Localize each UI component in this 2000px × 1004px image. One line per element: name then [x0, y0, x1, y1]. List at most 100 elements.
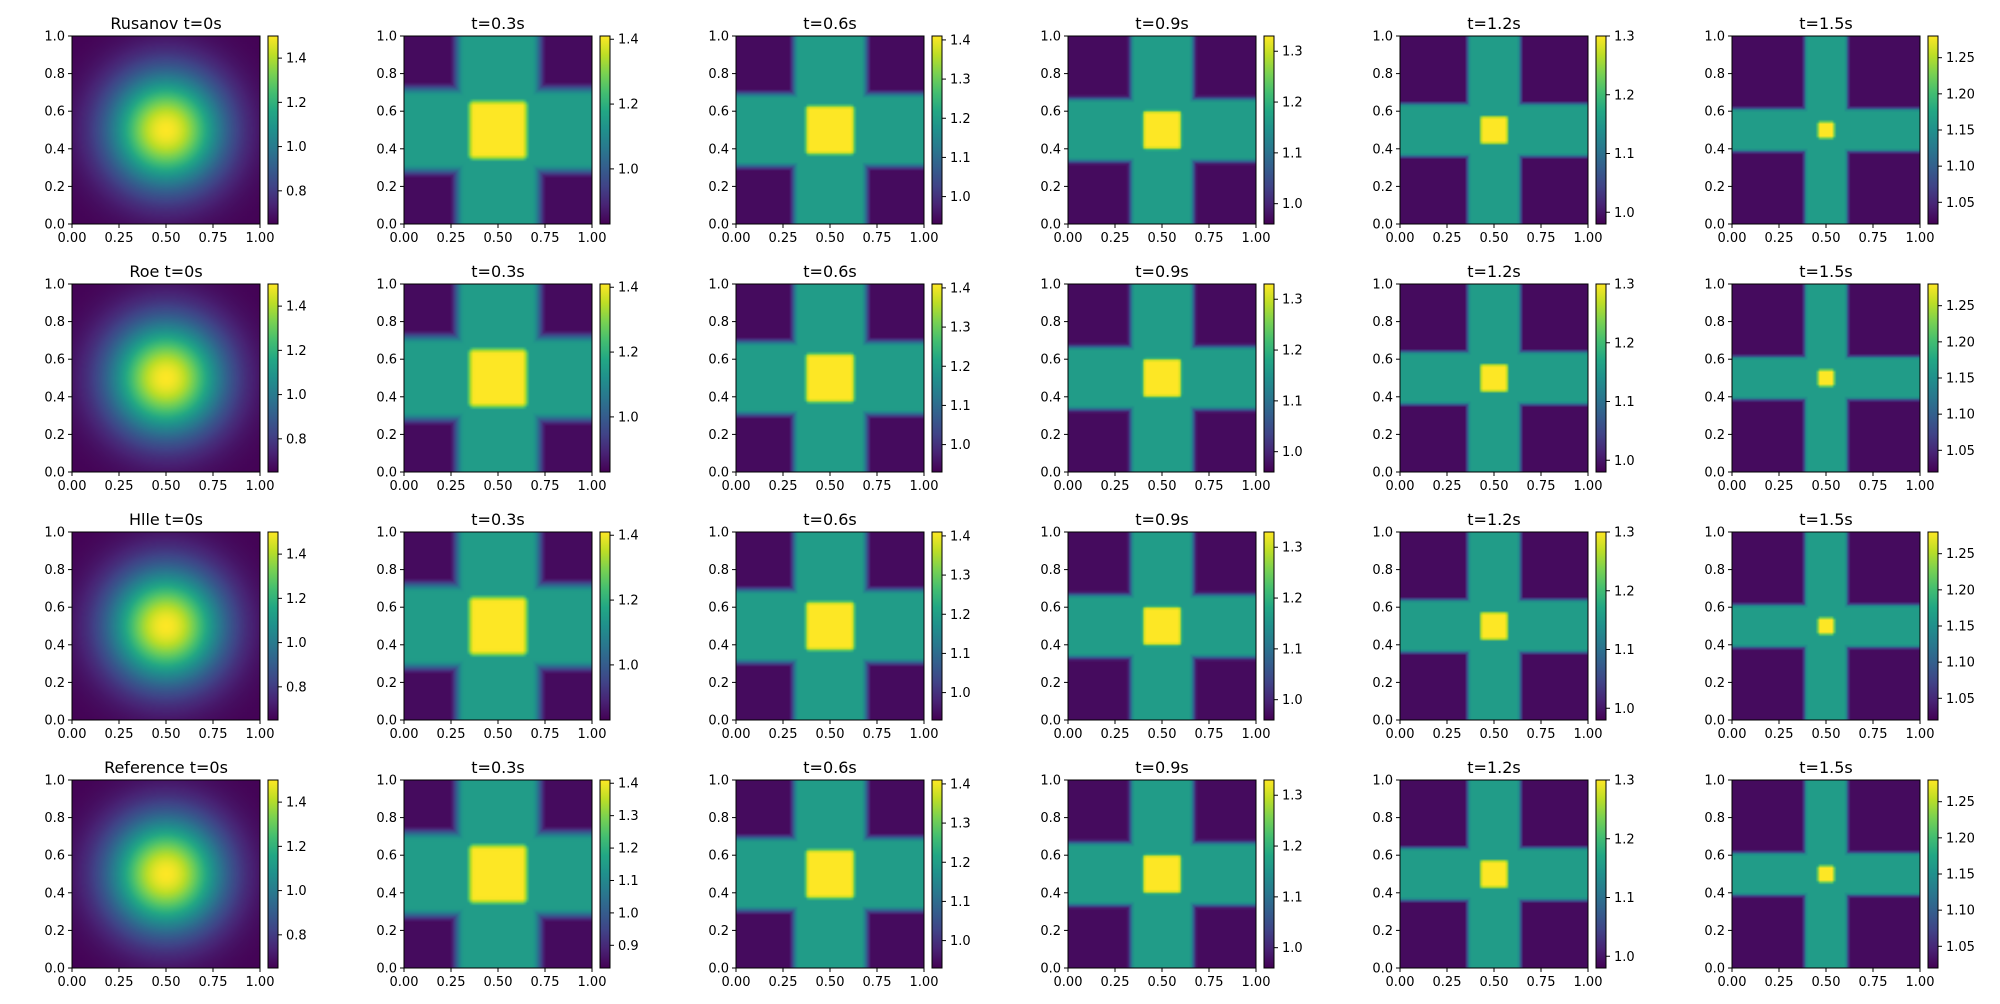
- y-tick-label: 0.6: [1040, 353, 1061, 368]
- y-tick-label: 0.6: [708, 601, 729, 616]
- y-tick-label: 1.0: [1040, 526, 1061, 541]
- x-tick-label: 0.50: [816, 231, 845, 246]
- panel-title: t=1.5s: [1799, 14, 1852, 33]
- y-tick-label: 0.8: [708, 811, 729, 826]
- colorbar-tick-label: 1.0: [618, 658, 639, 673]
- panel-reference-0: Reference t=0s 0.00 0.25 0.50 0.75 1.00 0.0 0.2…: [44, 758, 306, 990]
- y-tick-label: 0.2: [708, 924, 729, 939]
- x-tick-label: 0.25: [1433, 479, 1462, 494]
- y-tick-label: 1.0: [1704, 526, 1725, 541]
- x-tick-label: 0.00: [722, 727, 751, 742]
- panel-title: t=0.3s: [471, 262, 524, 281]
- colorbar: [599, 779, 611, 969]
- x-tick-label: 0.75: [863, 231, 892, 246]
- y-tick-label: 0.4: [1372, 638, 1393, 653]
- x-tick-label: 0.75: [531, 975, 560, 990]
- x-tick-label: 0.00: [1054, 727, 1083, 742]
- x-tick-label: 0.25: [105, 727, 134, 742]
- panel-title: Hlle t=0s: [129, 510, 203, 529]
- x-tick-label: 1.00: [1574, 727, 1603, 742]
- heatmap-image: [404, 36, 592, 224]
- y-tick-label: 0.4: [708, 638, 729, 653]
- y-tick-label: 0.6: [1704, 601, 1725, 616]
- x-tick-label: 1.00: [246, 727, 275, 742]
- x-tick-label: 0.00: [1718, 727, 1747, 742]
- colorbar-tick-label: 0.8: [286, 184, 307, 199]
- panel-title: t=1.5s: [1799, 262, 1852, 281]
- x-tick-label: 0.75: [531, 727, 560, 742]
- x-tick-label: 1.00: [910, 975, 939, 990]
- colorbar-tick-label: 1.20: [1946, 335, 1975, 350]
- x-tick-label: 0.25: [105, 479, 134, 494]
- x-tick-label: 0.75: [1195, 975, 1224, 990]
- x-tick-label: 0.50: [1480, 975, 1509, 990]
- y-tick-label: 1.0: [708, 278, 729, 293]
- colorbar-tick-label: 1.20: [1946, 583, 1975, 598]
- colorbar-tick-label: 1.2: [1614, 584, 1635, 599]
- colorbar-tick-label: 1.10: [1946, 904, 1975, 919]
- heatmap-image: [72, 780, 260, 968]
- x-tick-label: 0.50: [484, 479, 513, 494]
- x-tick-label: 1.00: [246, 975, 275, 990]
- y-tick-label: 0.6: [376, 601, 397, 616]
- colorbar-tick-label: 1.3: [1282, 789, 1303, 804]
- x-tick-label: 0.25: [437, 231, 466, 246]
- y-tick-label: 0.6: [1372, 105, 1393, 120]
- colorbar-tick-label: 1.2: [950, 856, 971, 871]
- colorbar: [1263, 531, 1275, 721]
- y-tick-label: 0.6: [1040, 849, 1061, 864]
- panel-roe-4: t=1.2s 0.00 0.25 0.50 0.75 1.00 0.0 0.2 0.4 0.6 0.…: [1372, 262, 1634, 494]
- x-tick-label: 0.00: [722, 231, 751, 246]
- y-tick-label: 1.0: [44, 278, 65, 293]
- y-tick-label: 1.0: [1040, 774, 1061, 789]
- colorbar-tick-label: 1.05: [1946, 196, 1975, 211]
- colorbar-tick-label: 1.05: [1946, 444, 1975, 459]
- x-tick-label: 1.00: [1242, 975, 1271, 990]
- colorbar: [1595, 283, 1607, 473]
- y-tick-label: 1.0: [376, 774, 397, 789]
- panel-title: t=0.9s: [1135, 758, 1188, 777]
- y-tick-label: 0.8: [376, 315, 397, 330]
- heatmap-image: [72, 532, 260, 720]
- y-tick-label: 0.0: [376, 714, 397, 729]
- x-tick-label: 1.00: [1906, 479, 1935, 494]
- y-tick-label: 0.6: [376, 849, 397, 864]
- heatmap-image: [72, 284, 260, 472]
- x-tick-label: 1.00: [1574, 231, 1603, 246]
- x-tick-label: 0.00: [390, 479, 419, 494]
- y-tick-label: 0.6: [44, 849, 65, 864]
- heatmap-image: [1068, 532, 1256, 720]
- panel-title: t=1.5s: [1799, 510, 1852, 529]
- x-tick-label: 0.50: [816, 975, 845, 990]
- panel-title: t=0.6s: [803, 14, 856, 33]
- x-tick-label: 0.00: [1386, 231, 1415, 246]
- panel-title: t=1.2s: [1467, 14, 1520, 33]
- y-tick-label: 0.8: [1372, 563, 1393, 578]
- y-tick-label: 1.0: [1704, 30, 1725, 45]
- colorbar-tick-label: 1.25: [1946, 795, 1975, 810]
- colorbar-tick-label: 1.15: [1946, 868, 1975, 883]
- colorbar: [1927, 283, 1939, 473]
- y-tick-label: 0.0: [1704, 962, 1725, 977]
- y-tick-label: 1.0: [376, 526, 397, 541]
- panel-roe-2: t=0.6s 0.00 0.25 0.50 0.75 1.00 0.0 0.2 0.4 0.6 0.…: [708, 262, 970, 494]
- y-tick-label: 0.2: [44, 676, 65, 691]
- y-tick-label: 1.0: [44, 774, 65, 789]
- x-tick-label: 0.25: [769, 479, 798, 494]
- x-tick-label: 1.00: [1242, 231, 1271, 246]
- y-tick-label: 0.0: [708, 714, 729, 729]
- colorbar-tick-label: 1.3: [950, 569, 971, 584]
- x-tick-label: 0.00: [390, 975, 419, 990]
- y-tick-label: 0.8: [44, 563, 65, 578]
- x-tick-label: 0.75: [531, 479, 560, 494]
- panel-rusanov-1: t=0.3s 0.00 0.25 0.50 0.75 1.00 0.0 0.2 0.4 0.6 0.…: [376, 14, 638, 246]
- y-tick-label: 0.2: [708, 676, 729, 691]
- y-tick-label: 0.4: [44, 142, 65, 157]
- x-tick-label: 0.75: [199, 727, 228, 742]
- colorbar-tick-label: 1.0: [1614, 702, 1635, 717]
- heatmap-image: [736, 780, 924, 968]
- y-tick-label: 0.4: [708, 142, 729, 157]
- y-tick-label: 0.4: [1704, 886, 1725, 901]
- x-tick-label: 1.00: [910, 727, 939, 742]
- y-tick-label: 0.0: [44, 962, 65, 977]
